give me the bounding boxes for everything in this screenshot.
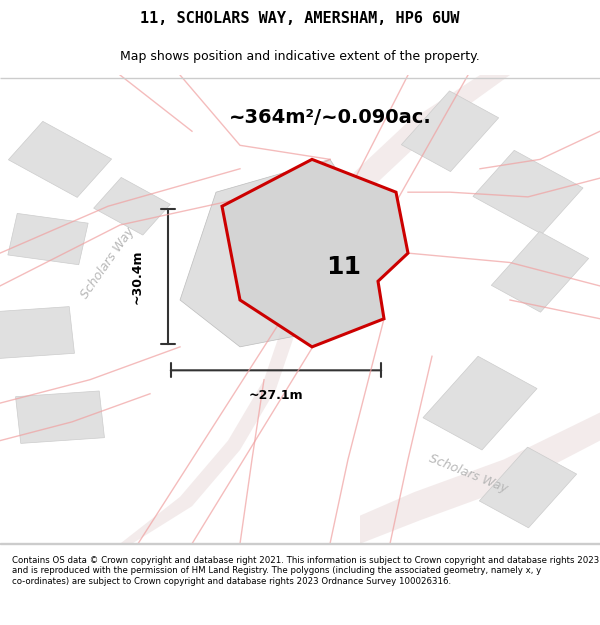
Polygon shape xyxy=(401,91,499,172)
Polygon shape xyxy=(473,151,583,234)
Polygon shape xyxy=(479,447,577,528)
Polygon shape xyxy=(8,213,88,265)
Text: Scholars Way: Scholars Way xyxy=(79,224,137,301)
Polygon shape xyxy=(180,159,372,347)
Text: Contains OS data © Crown copyright and database right 2021. This information is : Contains OS data © Crown copyright and d… xyxy=(12,556,599,586)
Text: ~364m²/~0.090ac.: ~364m²/~0.090ac. xyxy=(229,107,431,127)
Polygon shape xyxy=(16,391,104,443)
Text: Scholars Way: Scholars Way xyxy=(427,452,509,495)
Polygon shape xyxy=(491,231,589,312)
Polygon shape xyxy=(8,121,112,198)
Polygon shape xyxy=(94,177,170,235)
Polygon shape xyxy=(222,159,408,347)
Text: 11: 11 xyxy=(326,254,361,279)
Polygon shape xyxy=(423,356,537,450)
Text: 11, SCHOLARS WAY, AMERSHAM, HP6 6UW: 11, SCHOLARS WAY, AMERSHAM, HP6 6UW xyxy=(140,11,460,26)
Polygon shape xyxy=(120,75,510,544)
Text: ~27.1m: ~27.1m xyxy=(248,389,304,402)
Polygon shape xyxy=(0,307,74,359)
Text: ~30.4m: ~30.4m xyxy=(131,249,144,304)
Polygon shape xyxy=(360,412,600,544)
Text: Map shows position and indicative extent of the property.: Map shows position and indicative extent… xyxy=(120,50,480,62)
